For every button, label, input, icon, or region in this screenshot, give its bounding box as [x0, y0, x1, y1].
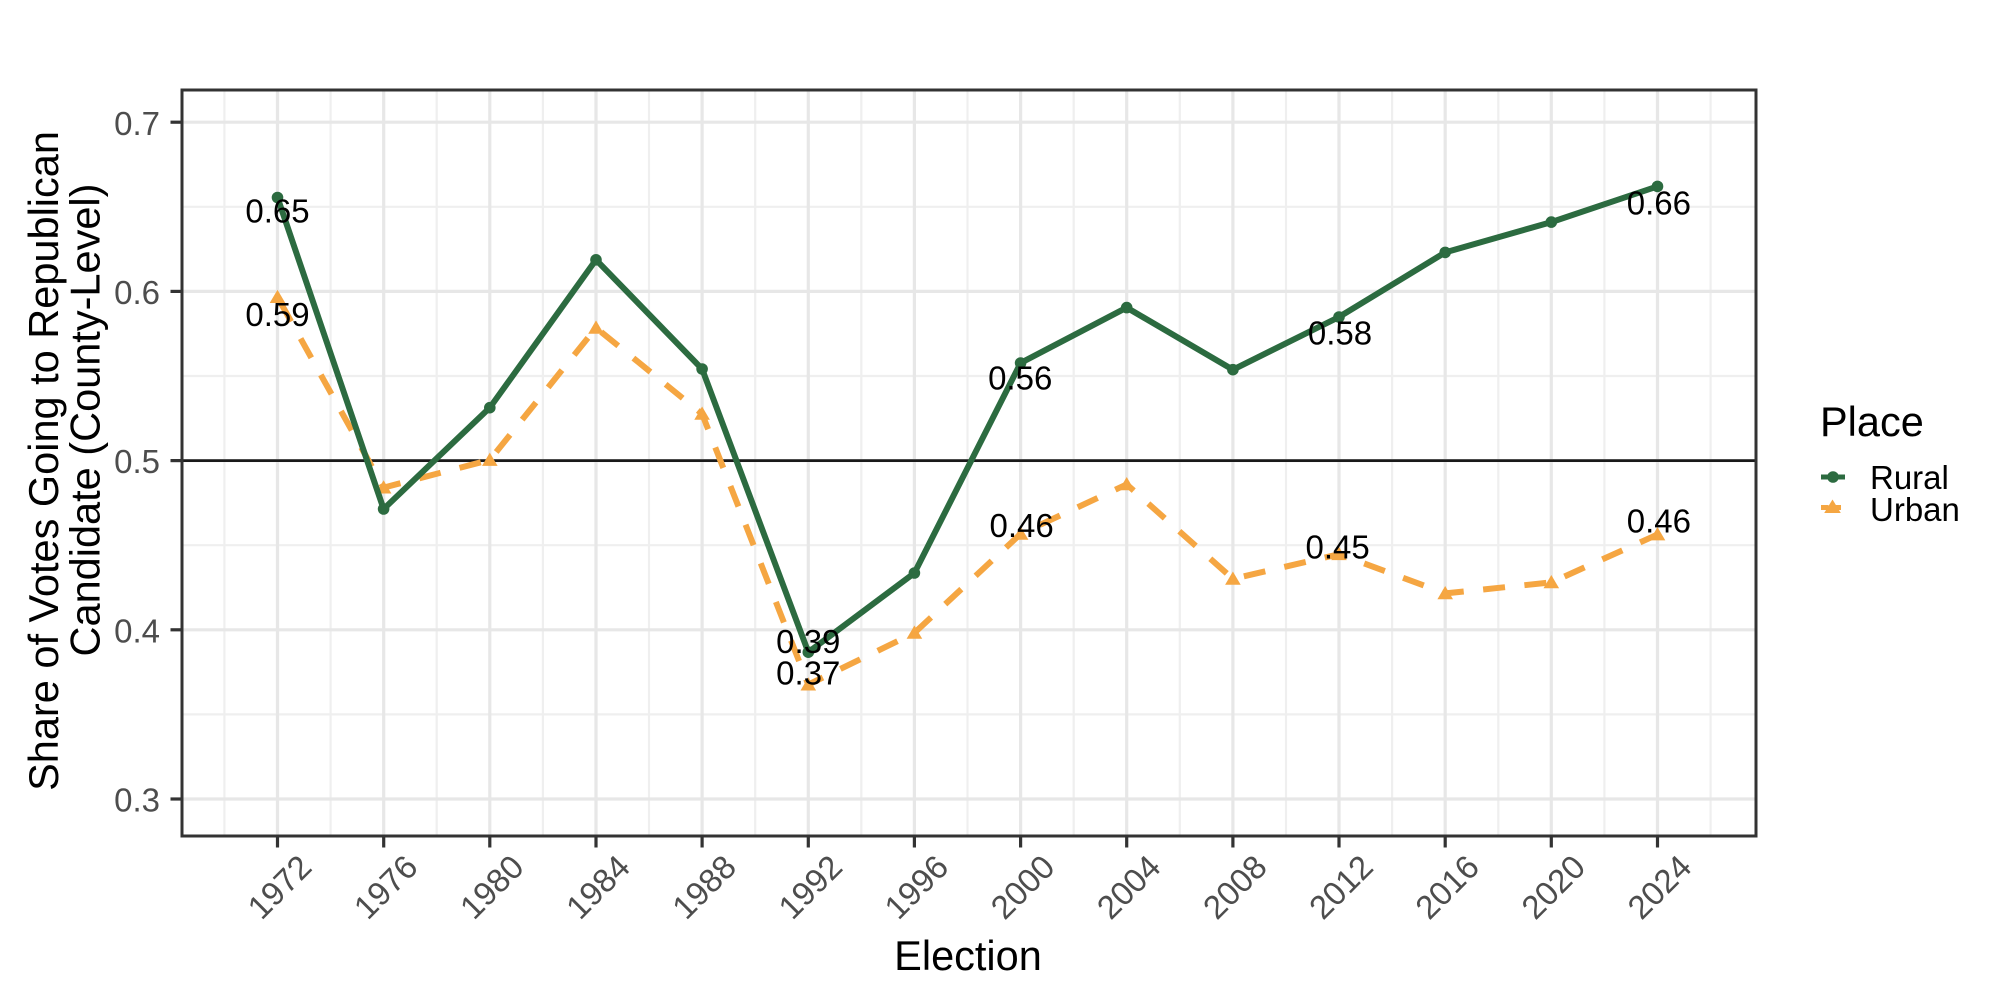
svg-text:0.65: 0.65: [245, 193, 309, 230]
svg-text:0.4: 0.4: [114, 612, 160, 649]
svg-text:0.58: 0.58: [1308, 315, 1372, 352]
svg-text:Place: Place: [1820, 398, 1924, 445]
svg-text:0.6: 0.6: [114, 274, 160, 311]
svg-text:0.5: 0.5: [114, 443, 160, 480]
svg-text:0.45: 0.45: [1305, 528, 1369, 565]
svg-text:Election: Election: [894, 932, 1042, 979]
svg-text:0.56: 0.56: [988, 360, 1052, 397]
svg-text:Share of Votes Going to Republ: Share of Votes Going to Republican: [20, 131, 67, 791]
svg-text:Rural: Rural: [1870, 459, 1949, 496]
svg-text:Candidate (County-Level): Candidate (County-Level): [62, 184, 109, 657]
svg-text:0.39: 0.39: [776, 623, 840, 660]
svg-text:0.37: 0.37: [776, 655, 840, 692]
svg-text:0.66: 0.66: [1627, 184, 1691, 221]
svg-text:Urban: Urban: [1870, 491, 1960, 528]
svg-text:0.3: 0.3: [114, 782, 160, 819]
svg-text:0.59: 0.59: [245, 296, 309, 333]
svg-text:0.46: 0.46: [989, 507, 1053, 544]
svg-text:0.46: 0.46: [1627, 503, 1691, 540]
svg-text:0.7: 0.7: [114, 105, 160, 142]
